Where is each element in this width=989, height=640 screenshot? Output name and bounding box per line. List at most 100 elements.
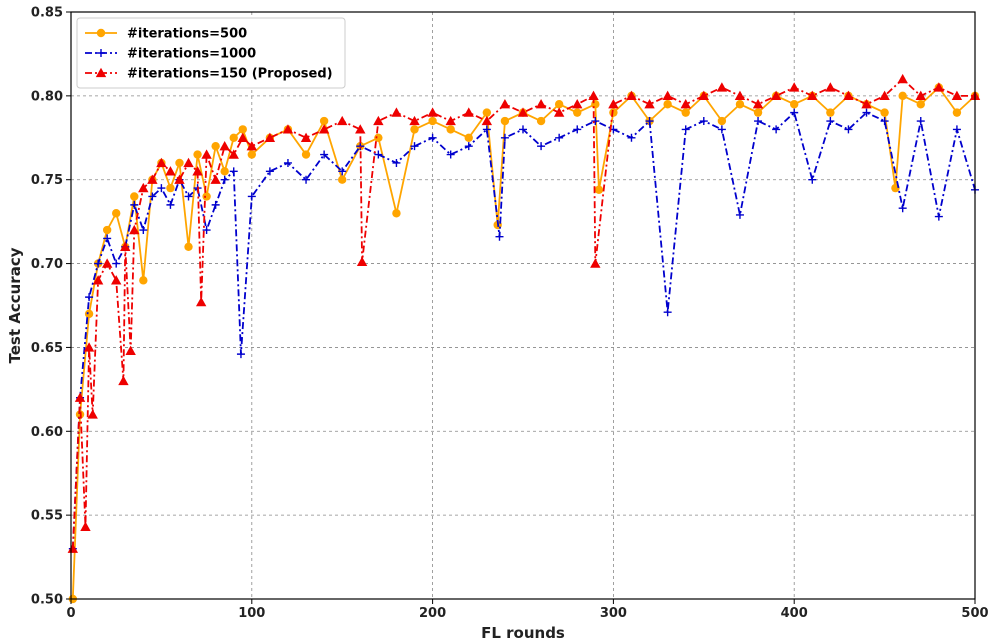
data-point — [374, 133, 383, 142]
data-point — [165, 166, 176, 176]
data-point — [663, 308, 672, 317]
data-point — [572, 99, 583, 109]
plot-frame — [70, 11, 976, 600]
data-point — [356, 142, 365, 151]
data-point — [112, 209, 121, 218]
data-point — [210, 174, 221, 184]
data-point — [246, 140, 257, 151]
data-point — [499, 99, 511, 109]
data-point — [220, 175, 229, 184]
data-point — [698, 90, 709, 101]
data-point — [500, 116, 510, 126]
x-tick-label: 200 — [419, 606, 446, 621]
data-point — [734, 90, 746, 101]
data-point — [192, 166, 203, 176]
data-point — [844, 125, 853, 134]
data-point — [374, 150, 383, 159]
x-tick-label: 0 — [66, 606, 75, 621]
y-tick-label: 0.85 — [31, 6, 63, 21]
data-point — [428, 133, 437, 142]
y-tick-label: 0.75 — [31, 173, 63, 188]
legend-box — [76, 17, 346, 89]
data-point — [202, 226, 211, 235]
y-axis-label: Test Accuracy — [6, 247, 24, 363]
data-point — [681, 125, 690, 134]
data-point — [356, 256, 368, 267]
data-point — [897, 73, 908, 84]
data-point — [754, 117, 763, 126]
data-point — [482, 108, 492, 117]
data-point — [195, 296, 207, 307]
data-point — [83, 342, 95, 352]
data-point — [753, 108, 763, 117]
grid — [71, 12, 975, 599]
data-point — [320, 150, 329, 159]
data-point — [500, 133, 509, 142]
data-point — [609, 108, 618, 117]
data-point — [319, 116, 329, 126]
data-point — [138, 182, 149, 193]
data-point — [202, 192, 211, 201]
data-point — [495, 232, 504, 241]
data-point — [790, 108, 799, 117]
y-tick-label: 0.80 — [31, 89, 63, 104]
data-point — [591, 117, 600, 126]
data-point — [101, 258, 113, 268]
data-point — [588, 90, 599, 101]
data-point — [211, 200, 220, 209]
data-point — [446, 150, 455, 159]
legend-marker — [95, 67, 107, 78]
data-point — [80, 521, 91, 532]
y-tick-label: 0.60 — [31, 425, 63, 440]
data-point — [790, 100, 799, 109]
data-point — [464, 142, 473, 151]
data-point — [129, 224, 140, 235]
x-tick-label: 300 — [600, 606, 627, 621]
data-point — [916, 117, 925, 126]
data-point — [184, 192, 193, 201]
data-point — [130, 200, 139, 209]
data-point — [951, 90, 963, 101]
data-point — [915, 90, 926, 101]
data-point — [338, 167, 347, 176]
data-point — [663, 100, 672, 109]
data-point — [916, 100, 925, 109]
data-point — [237, 132, 248, 142]
data-point — [590, 258, 601, 268]
data-point — [862, 108, 871, 117]
data-point — [264, 132, 276, 142]
data-point — [247, 192, 256, 201]
data-point — [536, 116, 546, 126]
data-point — [898, 204, 907, 213]
data-point — [392, 209, 401, 218]
legend: #iterations=500 #iterations=1000 #iteratio… — [76, 17, 346, 89]
data-point — [535, 99, 547, 109]
data-point — [201, 149, 212, 159]
data-point — [681, 108, 690, 117]
data-point — [826, 117, 835, 126]
data-point — [645, 117, 654, 126]
data-point — [427, 107, 438, 117]
x-axis: 0 100 200 300 400 500 — [66, 599, 989, 621]
data-point — [843, 90, 854, 101]
data-point — [265, 167, 274, 176]
y-axis: 0.50 0.55 0.60 0.65 0.70 0.75 0.80 0.85 — [31, 6, 71, 608]
y-tick-label: 0.50 — [31, 593, 63, 608]
legend-marker — [97, 49, 105, 57]
data-point — [555, 133, 564, 142]
data-point — [608, 99, 619, 109]
data-point — [808, 175, 817, 184]
series-3 — [67, 73, 981, 553]
data-point — [300, 132, 312, 142]
data-point — [594, 185, 604, 194]
data-point — [147, 174, 158, 184]
data-point — [184, 242, 193, 251]
data-point — [699, 117, 708, 126]
data-point — [772, 125, 781, 134]
data-point — [373, 115, 384, 126]
data-point — [157, 184, 166, 193]
data-point — [680, 99, 691, 109]
data-point — [193, 150, 202, 159]
data-point — [898, 91, 907, 101]
data-point — [409, 115, 420, 126]
